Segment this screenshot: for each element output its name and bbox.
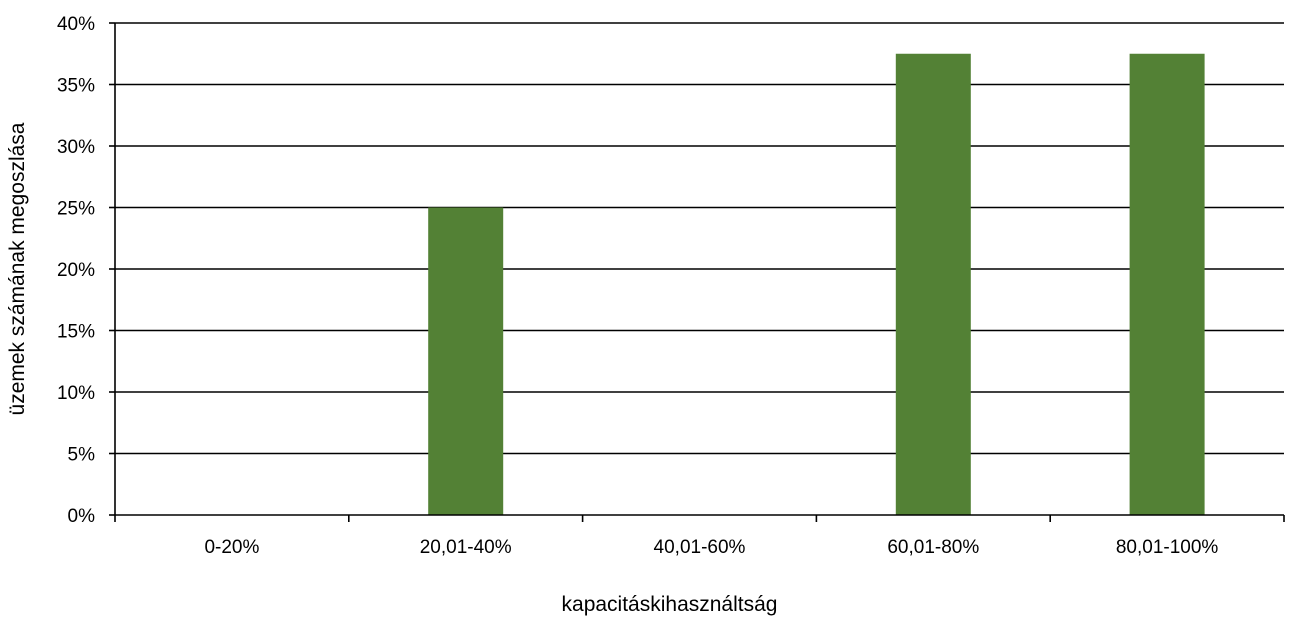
y-tick-label: 35%	[57, 76, 95, 97]
y-tick-label: 15%	[57, 322, 95, 343]
x-tick-label: 20,01-40%	[420, 537, 512, 558]
bar	[895, 53, 971, 515]
y-tick-label: 10%	[57, 383, 95, 404]
y-tick-label: 30%	[57, 137, 95, 158]
bars	[428, 53, 1205, 515]
x-tick-label: 80,01-100%	[1116, 537, 1219, 558]
x-tick-labels: 0-20% 20,01-40% 40,01-60% 60,01-80% 80,01-10…	[204, 537, 1218, 558]
axes	[109, 22, 1285, 522]
y-tick-labels: 0% 5% 10% 15% 20% 25% 30% 35% 40%	[57, 14, 95, 527]
bar	[428, 207, 504, 515]
y-tick-label: 0%	[68, 506, 96, 527]
y-tick-label: 25%	[57, 199, 95, 220]
x-tick-label: 40,01-60%	[654, 537, 746, 558]
y-tick-label: 20%	[57, 260, 95, 281]
y-tick-label: 40%	[57, 14, 95, 35]
x-tick-label: 60,01-80%	[887, 537, 979, 558]
x-tick-label: 0-20%	[204, 537, 259, 558]
bar	[1129, 53, 1205, 515]
y-tick-label: 5%	[68, 445, 96, 466]
gridlines	[115, 22, 1284, 455]
x-axis-title: kapacitáskihasználtság	[562, 593, 778, 616]
y-axis-title: üzemek számának megoszlása	[6, 122, 29, 415]
